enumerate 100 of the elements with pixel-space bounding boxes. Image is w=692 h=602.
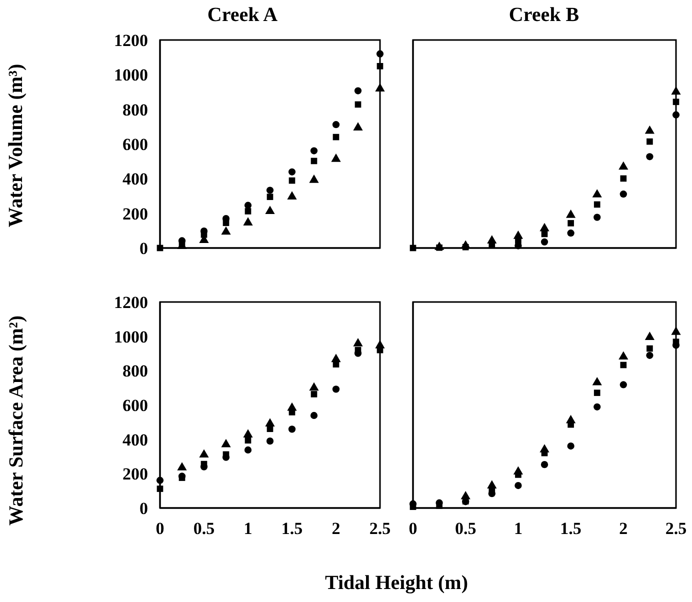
point bbox=[310, 412, 318, 420]
point bbox=[332, 121, 340, 128]
point bbox=[567, 442, 574, 450]
point bbox=[541, 230, 548, 238]
y-tick-label: 1000 bbox=[114, 66, 148, 85]
point bbox=[513, 230, 524, 239]
point bbox=[644, 125, 655, 134]
y-tick-label: 800 bbox=[122, 362, 148, 381]
point bbox=[540, 222, 550, 232]
point bbox=[460, 490, 470, 500]
point bbox=[354, 346, 362, 354]
y-tick-label: 0 bbox=[140, 499, 148, 518]
point bbox=[592, 189, 602, 198]
y-tick-label: 1200 bbox=[114, 293, 148, 312]
y-tick-label: 200 bbox=[122, 464, 148, 484]
point bbox=[540, 238, 548, 246]
point bbox=[243, 217, 253, 226]
point bbox=[156, 244, 164, 252]
point bbox=[332, 386, 340, 393]
point bbox=[513, 466, 524, 475]
x-tick-label: 2 bbox=[619, 519, 628, 538]
point bbox=[156, 486, 164, 492]
point bbox=[375, 340, 385, 348]
x-tick-label: 1 bbox=[244, 519, 252, 538]
point bbox=[287, 191, 297, 200]
x-tick-label: 0 bbox=[408, 519, 418, 538]
point bbox=[567, 230, 574, 237]
point bbox=[309, 174, 319, 183]
x-tick-label: 1.5 bbox=[281, 519, 303, 538]
x-tick-label: 0.5 bbox=[193, 519, 215, 538]
point bbox=[244, 437, 252, 444]
point bbox=[618, 161, 628, 170]
y-axis-title: Water Volume (m³) bbox=[6, 63, 28, 227]
y-tick-label: 600 bbox=[122, 396, 148, 416]
point bbox=[514, 482, 522, 490]
point bbox=[594, 403, 601, 410]
point bbox=[460, 240, 470, 249]
point bbox=[566, 210, 576, 218]
point bbox=[221, 438, 231, 448]
point bbox=[221, 226, 231, 235]
point bbox=[646, 153, 654, 160]
point bbox=[266, 194, 274, 200]
point bbox=[620, 190, 627, 198]
y-tick-label: 800 bbox=[122, 100, 148, 120]
point bbox=[671, 86, 681, 95]
point bbox=[620, 381, 627, 388]
point bbox=[243, 429, 253, 438]
point bbox=[487, 235, 497, 244]
point bbox=[487, 480, 497, 488]
point bbox=[644, 332, 655, 340]
point bbox=[620, 362, 627, 368]
point bbox=[410, 244, 416, 252]
y-tick-label: 400 bbox=[122, 430, 148, 450]
point bbox=[646, 352, 654, 359]
y-tick-label: 1200 bbox=[114, 31, 148, 50]
point bbox=[540, 444, 550, 452]
point bbox=[310, 391, 318, 398]
x-tick-label: 2 bbox=[332, 519, 340, 538]
point bbox=[594, 390, 600, 396]
y-tick-label: 400 bbox=[122, 170, 148, 189]
point bbox=[199, 449, 209, 458]
point bbox=[568, 220, 574, 226]
y-tick-label: 200 bbox=[122, 204, 148, 224]
point bbox=[177, 462, 187, 470]
point bbox=[244, 446, 252, 454]
point bbox=[222, 451, 230, 458]
point bbox=[566, 414, 576, 424]
point bbox=[594, 201, 600, 208]
x-tick-label: 0 bbox=[156, 519, 164, 538]
point bbox=[646, 345, 653, 352]
point bbox=[265, 206, 275, 214]
point bbox=[266, 186, 274, 194]
point bbox=[672, 338, 680, 345]
point bbox=[288, 426, 296, 433]
point bbox=[354, 87, 362, 94]
point bbox=[540, 461, 548, 468]
point bbox=[222, 220, 230, 226]
point bbox=[265, 418, 275, 426]
y-tick-label: 600 bbox=[122, 135, 148, 154]
point bbox=[410, 504, 416, 510]
point bbox=[156, 476, 164, 484]
point bbox=[353, 338, 363, 346]
point bbox=[672, 111, 680, 118]
point bbox=[266, 437, 274, 445]
point bbox=[592, 376, 602, 386]
point bbox=[353, 122, 363, 130]
x-axis-title: Tidal Height (m) bbox=[324, 572, 469, 595]
point bbox=[244, 208, 252, 214]
point bbox=[354, 101, 362, 108]
point bbox=[288, 168, 296, 176]
point bbox=[620, 175, 627, 182]
chart-title: Creek B bbox=[508, 4, 580, 27]
point bbox=[331, 154, 341, 162]
point bbox=[376, 50, 384, 58]
chart-title: Creek A bbox=[206, 4, 279, 27]
x-tick-label: 2.5 bbox=[369, 519, 391, 538]
point bbox=[310, 147, 318, 154]
point bbox=[646, 138, 653, 145]
point bbox=[288, 177, 296, 184]
point bbox=[287, 402, 297, 411]
